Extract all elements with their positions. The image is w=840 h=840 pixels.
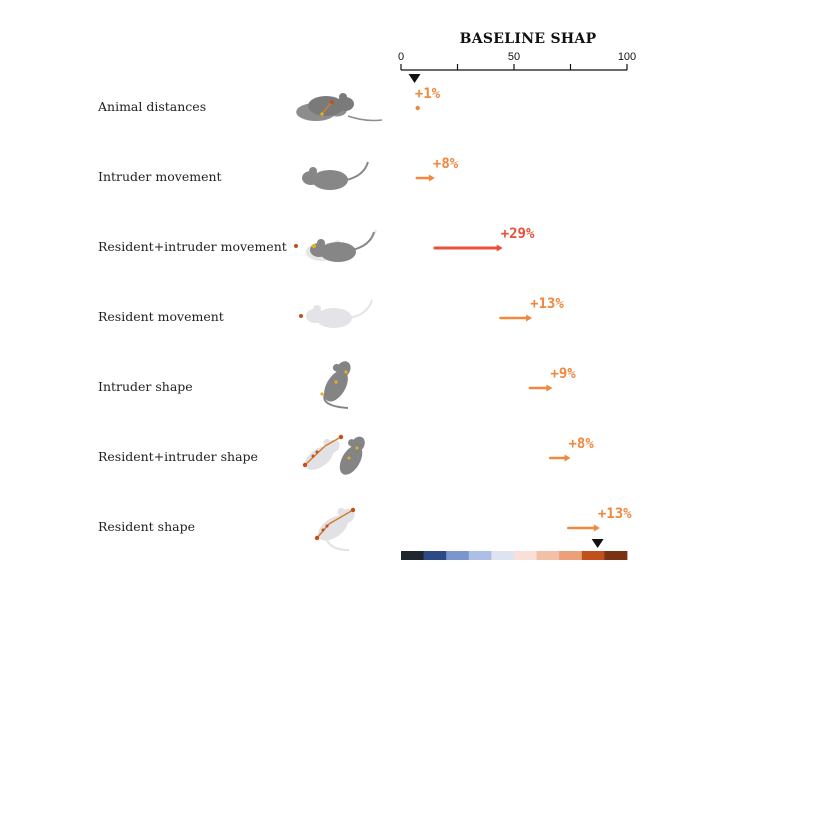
pair-shape-icon xyxy=(299,432,375,481)
final-marker xyxy=(591,539,604,548)
colorbar-swatch xyxy=(604,551,628,560)
x-axis: 0 50 100 xyxy=(398,51,636,83)
shap-row: Intruder movement +8% xyxy=(98,156,459,184)
shap-arrowhead xyxy=(526,314,533,322)
x-tick-label: 50 xyxy=(508,51,520,63)
rows: Animal distances+1%Intruder movement+8%R… xyxy=(97,86,632,534)
delta-label: +9% xyxy=(550,366,576,382)
colorbar-swatch xyxy=(536,551,560,560)
resident-mouse-movement-icon xyxy=(299,299,373,332)
shap-arrowhead xyxy=(428,174,435,182)
shap-arrowhead xyxy=(593,524,600,532)
axis-title: BASELINE SHAP xyxy=(460,31,597,47)
colorbar-swatch xyxy=(468,551,492,560)
delta-label: +8% xyxy=(569,436,595,452)
shap-arrowhead xyxy=(546,384,553,392)
shap-row: Animal distances +1% xyxy=(97,86,441,114)
shap-arrow xyxy=(415,105,420,111)
intruder-mouse-movement-icon xyxy=(302,161,369,194)
shap-arrowhead xyxy=(564,454,571,462)
delta-label: +13% xyxy=(530,296,564,312)
row-label: Resident+intruder movement xyxy=(98,239,287,254)
delta-label: +8% xyxy=(433,156,459,172)
row-label: Intruder movement xyxy=(98,169,222,184)
pair-movement-icon xyxy=(294,229,377,266)
delta-label: +1% xyxy=(415,86,441,102)
colorbar-swatch xyxy=(446,551,470,560)
row-label: Intruder shape xyxy=(98,379,193,394)
row-label: Resident movement xyxy=(98,309,224,324)
colorbar-swatch xyxy=(559,551,583,560)
shap-arrowhead xyxy=(496,244,503,252)
row-label: Animal distances xyxy=(97,99,206,114)
x-tick-label: 0 xyxy=(398,51,404,63)
colorbar-swatch xyxy=(491,551,515,560)
colorbar xyxy=(401,539,628,560)
shap-row: Resident+intruder shape +8% xyxy=(98,436,594,464)
delta-label: +13% xyxy=(598,506,632,522)
resident-shape-icon xyxy=(311,502,363,551)
shap-row: Resident shape +13% xyxy=(98,506,632,534)
intruder-shape-icon xyxy=(316,356,361,409)
x-tick-label: 100 xyxy=(618,51,636,63)
shap-row: Intruder shape +9% xyxy=(98,366,576,394)
shap-row: Resident movement +13% xyxy=(98,296,564,324)
row-label: Resident+intruder shape xyxy=(98,449,258,464)
delta-label: +29% xyxy=(501,226,535,242)
colorbar-swatch xyxy=(401,551,424,560)
colorbar-swatch xyxy=(423,551,447,560)
colorbar-swatch xyxy=(514,551,537,560)
row-label: Resident shape xyxy=(98,519,195,534)
shap-row: Resident+intruder movement +29% xyxy=(98,226,535,254)
mice-pair-distance-icon xyxy=(296,93,383,125)
colorbar-swatch xyxy=(581,551,605,560)
baseline-marker xyxy=(408,74,421,83)
